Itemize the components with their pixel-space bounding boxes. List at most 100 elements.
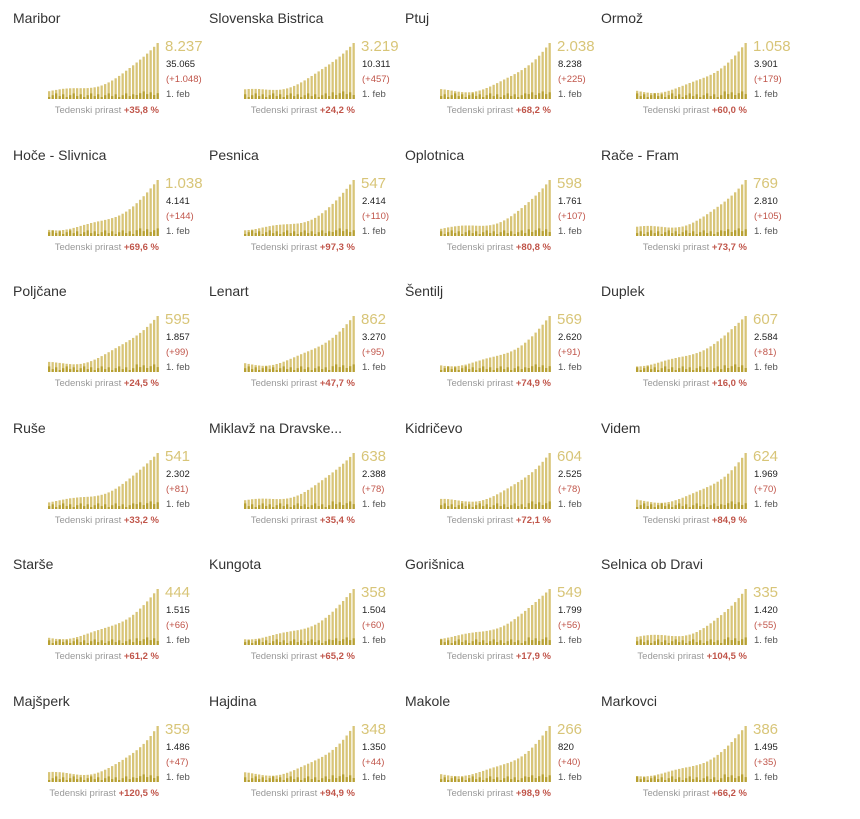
daily-bar xyxy=(76,504,79,509)
daily-bar xyxy=(125,93,128,99)
daily-bar xyxy=(51,504,54,509)
cumulative-bar xyxy=(734,326,737,373)
daily-bar xyxy=(489,93,492,99)
cumulative-bar xyxy=(699,630,702,646)
daily-bar xyxy=(713,503,716,509)
cumulative-bar xyxy=(646,635,649,646)
municipality-name: Lenart xyxy=(209,283,249,300)
total-cases: 1.969 xyxy=(754,468,778,480)
cumulative-bar xyxy=(352,43,355,99)
daily-bar xyxy=(506,232,509,236)
cumulative-bar xyxy=(125,70,128,99)
daily-bar xyxy=(688,232,691,236)
daily-bar xyxy=(156,502,159,509)
daily-bar xyxy=(345,777,348,782)
sparkline-chart xyxy=(636,43,747,99)
weekly-growth: Tedenski prirast +33,2 % xyxy=(55,515,159,526)
cumulative-bar xyxy=(503,219,506,236)
weekly-growth-value: +68,2 % xyxy=(515,105,551,116)
daily-bar xyxy=(48,366,51,373)
cumulative-bar xyxy=(440,89,443,99)
daily-bar xyxy=(300,97,303,99)
daily-bar xyxy=(125,776,128,782)
cumulative-bar xyxy=(135,335,138,373)
daily-bar xyxy=(475,370,478,373)
daily-bar xyxy=(643,777,646,782)
daily-bar xyxy=(534,778,537,782)
daily-bar xyxy=(709,639,712,646)
cumulative-bar xyxy=(664,226,667,236)
cumulative-bar xyxy=(527,65,530,99)
cumulative-bar xyxy=(545,47,548,99)
cumulative-bar xyxy=(471,501,474,509)
cumulative-bar xyxy=(646,501,649,509)
cumulative-bar xyxy=(279,224,282,236)
daily-bar xyxy=(345,637,348,646)
cumulative-bar xyxy=(524,204,527,236)
cumulative-bar xyxy=(321,212,324,236)
cumulative-bar xyxy=(695,353,698,373)
daily-bar xyxy=(681,640,684,646)
cumulative-bar xyxy=(744,726,747,782)
daily-bar xyxy=(83,640,86,646)
cumulative-bar xyxy=(541,596,544,646)
daily-bar xyxy=(468,229,471,236)
daily-bar xyxy=(671,776,674,782)
daily-bar xyxy=(272,641,275,646)
cumulative-bar xyxy=(664,91,667,99)
daily-bar xyxy=(118,366,121,373)
cumulative-bar xyxy=(688,83,691,99)
cumulative-bar xyxy=(342,53,345,99)
daily-bar xyxy=(86,778,89,782)
cumulative-bar xyxy=(636,637,639,646)
cumulative-bar xyxy=(538,739,541,782)
daily-bar xyxy=(664,505,667,509)
daily-bar xyxy=(69,229,72,236)
cumulative-bar xyxy=(125,481,128,509)
daily-bar xyxy=(156,641,159,646)
cumulative-bar xyxy=(548,43,551,99)
daily-bar xyxy=(517,97,520,99)
municipality-panel: Šentilj 569 2.620 (+91) 1. feb Tedenski prira… xyxy=(392,273,588,403)
cumulative-bar xyxy=(720,479,723,509)
date-label: 1. feb xyxy=(362,498,386,510)
sparkline-chart xyxy=(244,589,355,646)
cumulative-bar xyxy=(450,499,453,509)
daily-bar xyxy=(265,640,268,646)
daily-bar xyxy=(111,504,114,509)
cumulative-bar xyxy=(247,499,250,509)
cumulative-bar xyxy=(506,763,509,782)
cumulative-bar xyxy=(702,763,705,782)
cumulative-bar xyxy=(531,198,534,236)
daily-bar xyxy=(650,778,653,782)
cumulative-bar xyxy=(531,62,534,99)
daily-increase: (+78) xyxy=(362,483,385,495)
daily-bar xyxy=(132,94,135,99)
cumulative-bar xyxy=(664,772,667,782)
cumulative-bar xyxy=(324,66,327,99)
daily-bar xyxy=(321,95,324,99)
daily-bar xyxy=(135,229,138,236)
daily-bar xyxy=(527,94,530,99)
cumulative-bar xyxy=(485,498,488,509)
date-label: 1. feb xyxy=(166,225,190,237)
cumulative-bar xyxy=(688,223,691,236)
daily-bar xyxy=(139,367,142,373)
cumulative-bar xyxy=(482,359,485,373)
cumulative-bar xyxy=(153,183,156,236)
cumulative-bar xyxy=(275,224,278,236)
municipality-name: Majšperk xyxy=(13,693,70,709)
cumulative-bar xyxy=(314,217,317,236)
cumulative-bar xyxy=(744,452,747,509)
daily-bar xyxy=(55,641,58,646)
daily-bar xyxy=(272,776,275,782)
cumulative-bar xyxy=(510,76,513,99)
cumulative-bar xyxy=(107,352,110,373)
daily-bar xyxy=(468,95,471,99)
daily-increase: (+81) xyxy=(754,347,777,359)
date-label: 1. feb xyxy=(362,89,386,100)
daily-bar xyxy=(317,97,320,99)
daily-bar xyxy=(107,641,110,646)
daily-bar xyxy=(664,97,667,99)
daily-bar xyxy=(660,368,663,373)
